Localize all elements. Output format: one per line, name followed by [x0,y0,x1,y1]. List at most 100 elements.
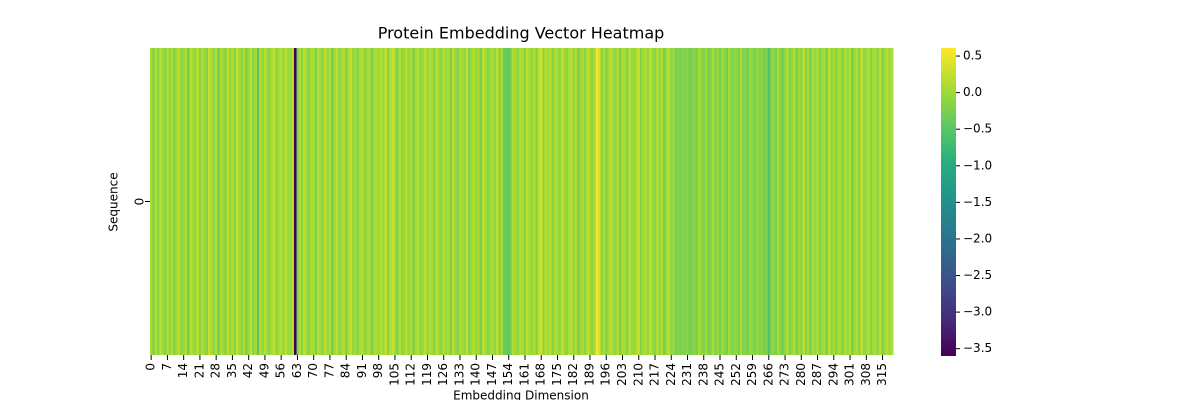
x-tick-label: 42 [241,363,255,378]
heatmap-cell [714,48,717,355]
heatmap-cell [458,48,462,355]
heatmap-cell [423,48,427,355]
heatmap-cell [442,48,446,355]
heatmap-cell [677,48,680,355]
heatmap-cell [407,48,411,355]
heatmap-cell [516,48,520,355]
colorbar [941,48,956,356]
x-axis-label: Embedding Dimension [453,389,589,400]
heatmap-cell [421,48,425,355]
heatmap-cell [150,48,153,355]
heatmap-cell [451,48,455,355]
heatmap-cell [890,48,894,355]
x-tick-label: 301 [843,363,857,386]
heatmap-cell [772,48,775,355]
heatmap-cell [324,48,327,355]
heatmap-cell [166,48,169,355]
x-tick-label: 49 [257,363,271,378]
heatmap-cell [879,48,882,355]
heatmap-cell [577,48,580,355]
heatmap-cell [788,48,792,355]
heatmap-cell [296,48,299,355]
heatmap-cell [293,48,297,355]
heatmap-cell [707,48,710,355]
heatmap-cell [653,48,657,355]
heatmap-cell [354,48,357,355]
heatmap-cell [210,48,213,355]
heatmap-cell [491,48,494,355]
heatmap-cell [198,48,202,355]
heatmap-cell [419,48,422,355]
heatmap-cell [779,48,782,355]
heatmap-cell [535,48,539,355]
heatmap-cell [886,48,889,355]
heatmap-cell [853,48,857,355]
heatmap-cell [482,48,485,355]
heatmap-cell [433,48,436,355]
x-tick-label: 35 [225,363,239,378]
heatmap-cell [291,48,295,355]
heatmap-cell [630,48,634,355]
heatmap-cell [876,48,880,355]
heatmap-cell [307,48,311,355]
x-tick-label: 252 [729,363,743,386]
heatmap-cell [807,48,810,355]
heatmap-cell [426,48,429,355]
heatmap-cell [855,48,859,355]
heatmap-cell [221,48,225,355]
x-tick-label: 119 [420,363,434,386]
x-tick-label: 266 [761,363,775,386]
x-tick-label: 98 [371,363,385,378]
heatmap-cell [217,48,220,355]
heatmap-cell [233,48,237,355]
heatmap-cell [581,48,585,355]
heatmap-cell [215,48,218,355]
heatmap-cell [400,48,404,355]
heatmap-cell [154,48,158,355]
heatmap-cell [212,48,216,355]
heatmap-cell [537,48,541,355]
heatmap-cell [273,48,276,355]
heatmap-cell [180,48,183,355]
heatmap-cell [289,48,292,355]
x-tick-label: 0 [144,363,158,371]
heatmap-cell [872,48,875,355]
x-tick-label: 294 [826,363,840,386]
x-tick-label: 77 [322,363,336,378]
heatmap-cell [479,48,483,355]
heatmap-cell [837,48,840,355]
x-tick-label: 147 [485,363,499,386]
heatmap-cell [742,48,745,355]
x-tick-label: 56 [274,363,288,378]
heatmap-cell [500,48,504,355]
heatmap-cell [226,48,230,355]
heatmap-cell [282,48,285,355]
heatmap-cell [744,48,748,355]
heatmap-cell [173,48,176,355]
x-tick-label: 168 [534,363,548,386]
heatmap-cell [600,48,604,355]
heatmap-cell [349,48,353,355]
heatmap-cell [372,48,376,355]
heatmap-cell [321,48,325,355]
heatmap-cell [495,48,499,355]
heatmap-cell [844,48,847,355]
heatmap-cell [519,48,522,355]
heatmap-cell [644,48,648,355]
heatmap-cell [168,48,172,355]
heatmap-cell [818,48,822,355]
heatmap-cell [512,48,515,355]
heatmap-cell [384,48,388,355]
colorbar-tick-label: −1.5 [963,195,992,209]
heatmap-cell [363,48,367,355]
heatmap-cell [389,48,392,355]
heatmap-cell [790,48,794,355]
heatmap-cell [224,48,227,355]
heatmap-cell [574,48,578,355]
heatmap-cell [475,48,478,355]
x-tick-label: 84 [339,363,353,378]
heatmap-cell [570,48,573,355]
heatmap-cell [554,48,557,355]
x-tick-label: 91 [355,363,369,378]
heatmap-cell [598,48,601,355]
